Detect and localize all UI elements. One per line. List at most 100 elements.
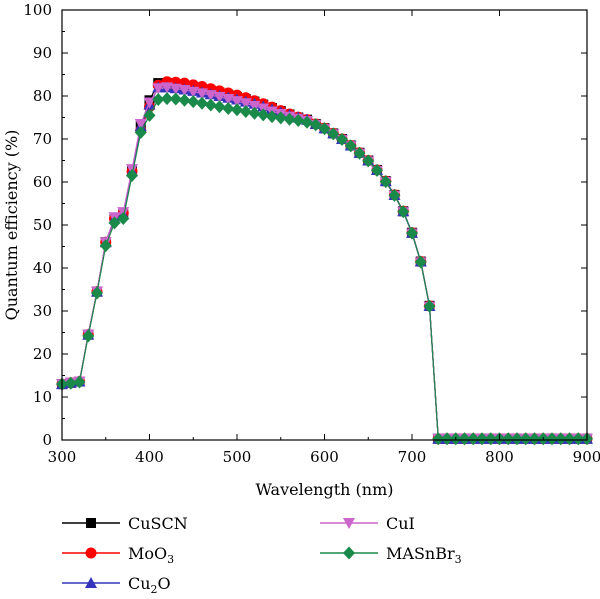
- x-tick-label: 300: [48, 448, 77, 466]
- y-tick-label: 0: [42, 431, 52, 449]
- data-point: [222, 101, 235, 115]
- data-point: [336, 132, 348, 146]
- data-point: [161, 82, 173, 94]
- data-point: [511, 432, 523, 446]
- data-point: [239, 104, 252, 118]
- data-point: [563, 432, 576, 446]
- data-point: [231, 96, 243, 108]
- legend-marker: [86, 518, 96, 528]
- data-point: [484, 432, 497, 446]
- data-point: [64, 376, 77, 390]
- y-tick-label: 100: [23, 1, 52, 19]
- y-tick-label: 40: [33, 259, 52, 277]
- data-point: [187, 86, 200, 98]
- data-point: [248, 106, 261, 120]
- x-tick-label: 400: [135, 448, 164, 466]
- data-point: [441, 432, 453, 446]
- legend-label: MoO3: [128, 544, 174, 566]
- data-point: [292, 114, 305, 128]
- data-point: [318, 122, 331, 136]
- data-point: [178, 93, 191, 107]
- data-point: [231, 103, 243, 117]
- x-tick-label: 700: [398, 448, 427, 466]
- data-point: [204, 90, 217, 102]
- data-point: [266, 110, 278, 124]
- data-point: [204, 98, 217, 112]
- data-point: [213, 91, 226, 103]
- series-cui: [56, 82, 593, 445]
- data-point: [309, 118, 322, 132]
- y-tick-label: 80: [33, 87, 52, 105]
- y-tick-label: 10: [33, 388, 52, 406]
- legend-entry: Cu2O: [62, 574, 171, 596]
- data-point: [546, 432, 558, 446]
- legend: CuSCN MoO3 Cu2O CuI MASnBr3: [62, 514, 462, 596]
- series-line: [61, 97, 587, 440]
- data-point: [117, 212, 130, 226]
- legend-label: CuSCN: [128, 514, 188, 533]
- series-line: [61, 86, 587, 440]
- data-point: [169, 83, 182, 95]
- data-point: [502, 432, 515, 446]
- data-point: [178, 84, 191, 96]
- axis-ticks: 300 400 500 600 700 800 900 0 10 20 30 40 50 60 70 80 90…: [23, 1, 600, 466]
- data-point: [99, 239, 112, 253]
- data-point: [73, 375, 86, 389]
- data-point: [283, 112, 296, 126]
- legend-marker: [85, 547, 97, 559]
- legend-marker: [343, 518, 355, 529]
- y-tick-label: 50: [33, 216, 52, 234]
- data-point: [414, 255, 427, 269]
- data-point: [152, 83, 165, 95]
- data-point: [476, 432, 488, 446]
- data-point: [213, 100, 226, 114]
- data-point: [467, 432, 480, 446]
- data-point: [134, 126, 147, 140]
- data-point: [169, 92, 182, 106]
- legend-marker: [85, 577, 97, 588]
- data-point: [222, 94, 235, 106]
- data-point: [406, 226, 418, 240]
- data-point: [82, 329, 95, 343]
- data-point: [572, 432, 585, 446]
- legend-label: Cu2O: [128, 574, 171, 596]
- data-point: [327, 127, 340, 141]
- plot-frame: [61, 9, 588, 441]
- data-point: [371, 163, 383, 177]
- y-tick-label: 90: [33, 44, 52, 62]
- legend-entry: CuI: [320, 514, 415, 533]
- x-tick-label: 500: [223, 448, 252, 466]
- data-point: [187, 95, 200, 109]
- series-cu2: [56, 81, 593, 444]
- data-point: [143, 108, 156, 122]
- plot-marks: [56, 76, 593, 446]
- legend-entry: MASnBr3: [320, 544, 462, 566]
- data-point: [108, 216, 121, 230]
- data-point: [274, 111, 287, 125]
- data-point: [528, 432, 541, 446]
- data-point: [126, 169, 138, 183]
- x-axis-title: Wavelength (nm): [255, 480, 393, 499]
- data-point: [397, 205, 410, 219]
- data-point: [379, 175, 392, 189]
- data-point: [196, 88, 208, 100]
- data-point: [353, 146, 366, 160]
- data-point: [196, 96, 208, 110]
- data-point: [301, 115, 313, 129]
- y-tick-label: 30: [33, 302, 52, 320]
- x-tick-label: 900: [573, 448, 600, 466]
- data-point: [143, 97, 156, 109]
- data-point: [423, 299, 436, 313]
- legend-marker: [343, 546, 355, 560]
- data-point: [519, 432, 532, 446]
- y-axis-title: Quantum efficiency (%): [2, 130, 21, 321]
- series-line: [61, 86, 587, 440]
- data-point: [362, 154, 375, 168]
- data-point: [161, 92, 173, 106]
- data-point: [344, 139, 357, 153]
- y-tick-label: 60: [33, 173, 52, 191]
- data-point: [388, 188, 401, 202]
- legend-label: CuI: [386, 514, 415, 533]
- data-point: [458, 432, 471, 446]
